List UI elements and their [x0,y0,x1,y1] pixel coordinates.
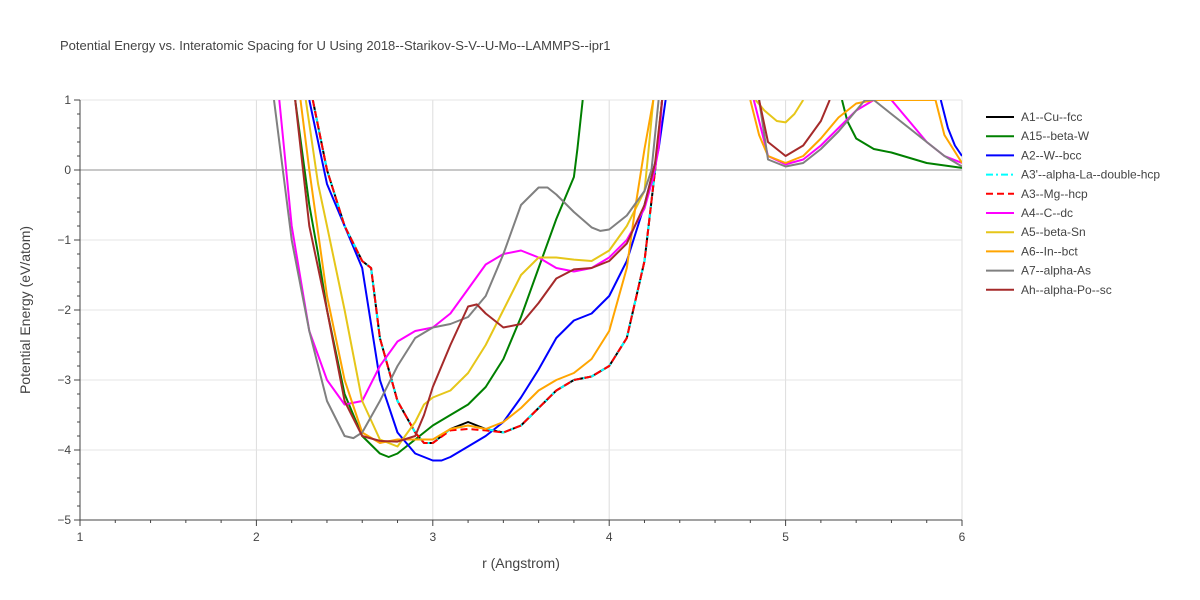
legend-label: A3'--alpha-La--double-hcp [1021,168,1160,182]
y-tick-label: 1 [64,93,71,107]
y-tick-label: −2 [57,303,71,317]
series-line-2 [294,100,962,458]
y-axis-title: Potential Energy (eV/atom) [17,226,33,394]
grid-lines [80,99,963,520]
legend-label: A3--Mg--hcp [1021,187,1088,201]
series-line-6 [278,100,962,406]
y-axis-ticks: −5 −4 −3 −2 −1 0 1 [57,93,80,527]
chart-title: Potential Energy vs. Interatomic Spacing… [60,38,611,53]
y-tick-label: 0 [64,163,71,177]
y-tick-label: −5 [57,513,71,527]
series-line-7 [304,100,805,448]
series-line-4 [311,100,664,444]
series-line-5 [311,100,664,444]
series-line-10 [294,100,831,443]
x-tick-label: 3 [429,530,436,544]
legend-label: A15--beta-W [1021,129,1090,143]
legend-label: A4--C--dc [1021,206,1073,220]
y-tick-label: −1 [57,233,71,247]
legend-label: A1--Cu--fcc [1021,110,1082,124]
x-tick-label: 5 [782,530,789,544]
legend: A1--Cu--fcc A15--beta-W A2--W--bcc A3'--alp… [986,110,1160,297]
x-axis-title: r (Angstrom) [482,555,560,571]
x-tick-label: 2 [253,530,260,544]
series-line-3 [308,100,962,462]
legend-label: A5--beta-Sn [1021,225,1086,239]
legend-label: A7--alpha-As [1021,264,1091,278]
x-tick-label: 4 [606,530,613,544]
x-axis-ticks: 1 2 3 4 5 6 [77,520,966,544]
y-tick-label: −3 [57,373,71,387]
y-tick-label: −4 [57,443,71,457]
series-line-1 [311,100,664,444]
series-line-8 [299,100,962,444]
legend-label: A2--W--bcc [1021,148,1081,162]
series-lines [273,100,962,462]
x-tick-label: 1 [77,530,84,544]
x-tick-label: 6 [959,530,966,544]
legend-label: A6--In--bct [1021,244,1078,258]
series-line-9 [273,100,962,440]
legend-label: Ah--alpha-Po--sc [1021,283,1112,297]
